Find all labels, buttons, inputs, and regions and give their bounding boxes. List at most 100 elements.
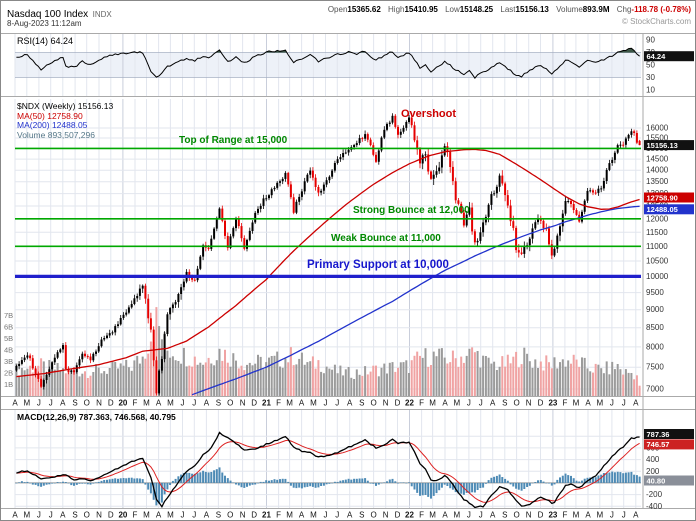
axis-badge: 12758.90 [644, 192, 694, 203]
svg-text:F: F [133, 511, 138, 520]
svg-text:D: D [538, 399, 544, 408]
svg-text:A: A [633, 511, 639, 520]
svg-text:M: M [167, 511, 174, 520]
svg-text:S: S [502, 511, 507, 520]
svg-text:A: A [347, 511, 353, 520]
svg-text:J: J [324, 399, 328, 408]
svg-text:F: F [562, 511, 567, 520]
svg-text:4B: 4B [4, 346, 13, 355]
svg-text:J: J [324, 511, 328, 520]
svg-text:A: A [299, 399, 305, 408]
svg-text:10500: 10500 [646, 257, 669, 266]
svg-text:O: O [370, 399, 376, 408]
svg-text:A: A [347, 399, 353, 408]
svg-text:15156.13: 15156.13 [647, 141, 678, 150]
svg-text:S: S [216, 399, 221, 408]
axis-badge: 787.36 [644, 429, 694, 439]
svg-text:D: D [108, 399, 114, 408]
svg-text:S: S [72, 399, 77, 408]
svg-text:16000: 16000 [646, 124, 669, 133]
svg-text:F: F [419, 399, 424, 408]
chart-datetime: 8-Aug-2023 11:12am [7, 19, 82, 28]
annotation-strong-bounce: Strong Bounce at 12,000 [353, 205, 470, 216]
svg-text:1B: 1B [4, 380, 13, 389]
ma50-line [16, 148, 640, 378]
svg-text:12758.90: 12758.90 [647, 193, 678, 202]
svg-text:J: J [467, 399, 471, 408]
svg-text:12488.05: 12488.05 [647, 205, 678, 214]
main-legend: $NDX (Weekly) 15156.13 MA(50) 12758.90 M… [17, 101, 113, 140]
svg-text:S: S [72, 511, 77, 520]
svg-text:N: N [240, 399, 246, 408]
svg-text:20: 20 [118, 511, 127, 520]
svg-text:7B: 7B [4, 311, 13, 320]
svg-text:J: J [335, 399, 339, 408]
svg-text:A: A [204, 511, 210, 520]
svg-text:9500: 9500 [646, 288, 664, 297]
svg-text:15500: 15500 [646, 134, 669, 143]
svg-text:O: O [227, 399, 233, 408]
svg-text:J: J [181, 399, 185, 408]
svg-text:S: S [502, 399, 507, 408]
svg-text:A: A [442, 399, 448, 408]
svg-text:J: J [37, 511, 41, 520]
svg-text:746.57: 746.57 [647, 440, 670, 449]
svg-text:F: F [419, 511, 424, 520]
open-label: Open [327, 5, 348, 14]
svg-text:J: J [335, 511, 339, 520]
svg-text:90: 90 [646, 36, 655, 45]
svg-text:J: J [467, 511, 471, 520]
svg-text:J: J [479, 399, 483, 408]
rsi-threshold-lines [15, 52, 641, 78]
svg-text:M: M [429, 511, 436, 520]
axis-badge: 12488.05 [644, 204, 694, 215]
svg-text:D: D [395, 511, 401, 520]
svg-text:50: 50 [646, 61, 655, 70]
svg-text:A: A [490, 399, 496, 408]
svg-text:-400: -400 [646, 502, 663, 511]
annotation-top-of-range: Top of Range at 15,000 [179, 135, 288, 146]
svg-text:9000: 9000 [646, 305, 664, 314]
svg-text:20: 20 [118, 399, 127, 408]
svg-text:N: N [526, 399, 532, 408]
svg-text:M: M [596, 399, 603, 408]
macd-line [16, 431, 640, 509]
macd-label: MACD(12,26,9) 787.363, 746.568, 40.795 [17, 412, 176, 422]
volume-axis-labels: 7B 6B 5B 4B 3B 2B 1B [4, 311, 13, 389]
svg-text:N: N [240, 511, 246, 520]
svg-text:A: A [156, 399, 162, 408]
svg-text:8000: 8000 [646, 342, 664, 351]
svg-text:11000: 11000 [646, 242, 668, 251]
svg-text:J: J [610, 511, 614, 520]
legend-ma50: MA(50) 12758.90 [17, 110, 83, 121]
svg-text:6B: 6B [4, 323, 13, 332]
svg-text:M: M [167, 399, 174, 408]
svg-text:F: F [276, 399, 281, 408]
svg-text:M: M [310, 511, 317, 520]
svg-text:O: O [84, 511, 90, 520]
svg-text:787.36: 787.36 [647, 430, 670, 439]
svg-text:O: O [84, 399, 90, 408]
high-value: 15410.95 [404, 5, 438, 14]
svg-text:22: 22 [405, 399, 414, 408]
svg-text:13500: 13500 [646, 177, 669, 186]
svg-text:N: N [96, 399, 102, 408]
last-value: 15156.13 [515, 5, 549, 14]
svg-text:A: A [585, 399, 591, 408]
svg-text:40.80: 40.80 [647, 476, 666, 485]
svg-text:S: S [216, 511, 221, 520]
svg-text:N: N [383, 511, 389, 520]
axis-badge: 746.57 [644, 439, 694, 450]
svg-text:M: M [453, 399, 460, 408]
svg-text:M: M [453, 511, 460, 520]
svg-text:21: 21 [262, 511, 271, 520]
svg-text:21: 21 [262, 399, 271, 408]
svg-text:J: J [192, 511, 196, 520]
svg-text:2B: 2B [4, 369, 13, 378]
legend-ma200: MA(200) 12488.05 [17, 120, 88, 130]
ma200-line [191, 205, 640, 396]
svg-text:N: N [96, 511, 102, 520]
svg-text:10: 10 [646, 85, 655, 94]
support-resistance-lines [15, 147, 641, 278]
svg-text:30: 30 [646, 73, 655, 82]
